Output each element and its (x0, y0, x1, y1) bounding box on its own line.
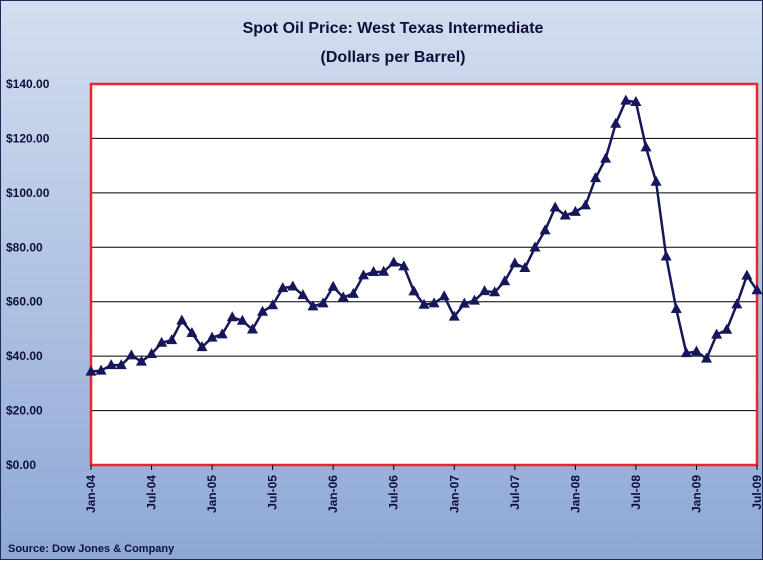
data-point (711, 328, 723, 339)
plot-border (89, 82, 759, 467)
data-point (590, 172, 602, 183)
data-point (519, 261, 531, 272)
data-point (105, 359, 117, 370)
data-point (368, 266, 380, 277)
data-point (690, 345, 702, 356)
plot-area (91, 84, 757, 465)
data-point (438, 290, 450, 301)
data-point (741, 269, 753, 280)
data-point (509, 257, 521, 268)
chart-title: Spot Oil Price: West Texas Intermediate (243, 20, 544, 37)
data-point (600, 152, 612, 163)
data-point (751, 284, 763, 295)
x-tick-label: Jan-08 (568, 475, 582, 513)
data-point (680, 347, 692, 358)
data-point (267, 299, 279, 310)
data-point (448, 310, 460, 321)
y-tick-label: $100.00 (6, 186, 50, 200)
data-point (85, 365, 97, 376)
data-point (216, 328, 228, 339)
data-point (236, 314, 248, 325)
x-tick-label: Jul-07 (508, 475, 522, 510)
data-point (529, 241, 541, 252)
y-tick-label: $60.00 (6, 295, 43, 309)
data-point (458, 297, 470, 308)
data-point (327, 280, 339, 291)
data-point (206, 331, 218, 342)
data-point (257, 305, 269, 316)
x-tick-label: Jul-06 (387, 475, 401, 510)
data-point (721, 323, 733, 334)
data-point (731, 298, 743, 309)
data-point (297, 289, 309, 300)
x-tick-label: Jul-08 (629, 475, 643, 510)
data-point (277, 282, 289, 293)
y-tick-label: $80.00 (6, 240, 43, 254)
y-tick-label: $140.00 (6, 77, 50, 91)
data-point (620, 94, 632, 105)
data-point (579, 199, 591, 210)
data-point (337, 291, 349, 302)
source-note: Source: Dow Jones & Company (8, 543, 175, 555)
data-point (135, 355, 147, 366)
y-tick-label: $0.00 (6, 458, 36, 472)
data-point (307, 300, 319, 311)
data-point (388, 256, 400, 267)
data-point (196, 341, 208, 352)
data-point (115, 359, 127, 370)
x-tick-label: Jul-09 (750, 475, 763, 510)
data-point (226, 311, 238, 322)
data-point (640, 141, 652, 152)
data-point (660, 250, 672, 261)
data-point (489, 286, 501, 297)
x-tick-label: Jan-04 (84, 475, 98, 513)
data-point (146, 347, 158, 358)
data-point (347, 287, 359, 298)
data-point (670, 303, 682, 314)
x-tick-label: Jan-05 (205, 475, 219, 513)
data-point (569, 205, 581, 216)
data-point (408, 285, 420, 296)
data-point (428, 297, 440, 308)
x-tick-label: Jul-04 (145, 475, 159, 510)
x-tick-label: Jan-09 (689, 475, 703, 513)
y-tick-label: $120.00 (6, 131, 50, 145)
chart-subtitle: (Dollars per Barrel) (321, 49, 466, 66)
data-point (398, 260, 410, 271)
y-tick-label: $40.00 (6, 349, 43, 363)
data-point (479, 285, 491, 296)
data-point (418, 298, 430, 309)
data-point (317, 297, 329, 308)
data-point (166, 334, 178, 345)
data-point (357, 269, 369, 280)
x-tick-label: Jan-06 (326, 475, 340, 513)
data-point (701, 352, 713, 363)
data-point (539, 224, 551, 235)
data-point (630, 95, 642, 106)
data-point (287, 280, 299, 291)
data-point (156, 336, 168, 347)
data-point (176, 314, 188, 325)
data-point (650, 175, 662, 186)
data-point (186, 327, 198, 338)
data-point (246, 323, 258, 334)
data-point (378, 265, 390, 276)
data-point (95, 364, 107, 375)
data-point (549, 201, 561, 212)
data-point (559, 209, 571, 220)
data-point (125, 349, 137, 360)
data-point (610, 117, 622, 128)
data-point (499, 275, 511, 286)
y-tick-label: $20.00 (6, 404, 43, 418)
data-point (468, 294, 480, 305)
x-tick-label: Jul-05 (266, 475, 280, 510)
x-tick-label: Jan-07 (447, 475, 461, 513)
